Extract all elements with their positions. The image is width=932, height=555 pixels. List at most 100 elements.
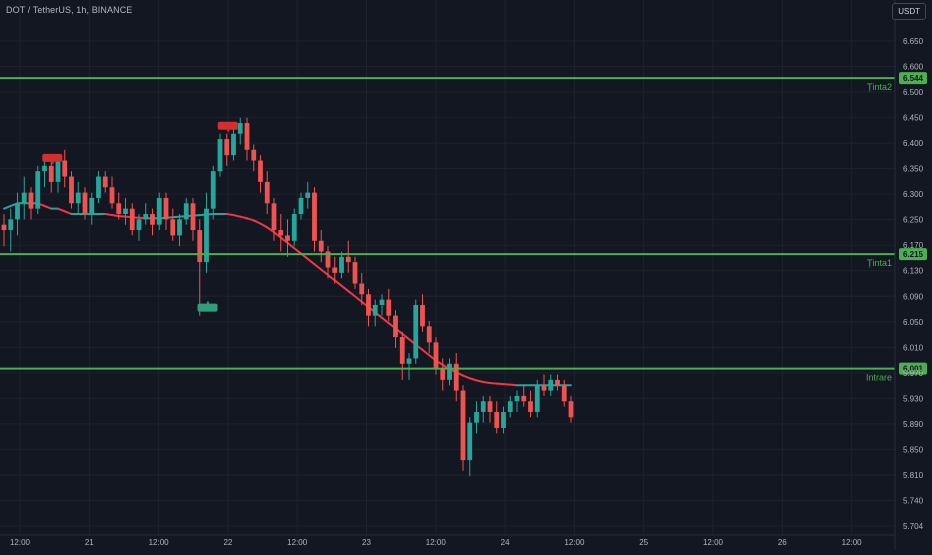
candle[interactable] bbox=[244, 117, 250, 161]
candle[interactable] bbox=[325, 246, 331, 279]
time-tick-label: 12:00 bbox=[703, 538, 724, 547]
candle[interactable] bbox=[420, 294, 425, 332]
candle[interactable] bbox=[183, 197, 189, 225]
candle[interactable] bbox=[1, 214, 7, 247]
candle[interactable] bbox=[528, 390, 533, 418]
candle[interactable] bbox=[271, 197, 277, 241]
candle[interactable] bbox=[82, 187, 88, 220]
candle[interactable] bbox=[177, 214, 182, 247]
candle[interactable] bbox=[163, 192, 169, 231]
candle-body bbox=[69, 176, 74, 204]
candle[interactable] bbox=[514, 390, 520, 412]
candle[interactable] bbox=[62, 149, 68, 188]
candle[interactable] bbox=[69, 171, 74, 209]
candle[interactable] bbox=[312, 187, 317, 252]
candle[interactable] bbox=[480, 395, 486, 423]
candle[interactable] bbox=[258, 155, 263, 193]
candle[interactable] bbox=[494, 401, 500, 434]
candle[interactable] bbox=[426, 321, 432, 354]
candle[interactable] bbox=[305, 181, 311, 209]
candle-body bbox=[420, 304, 425, 327]
candle[interactable] bbox=[501, 406, 506, 434]
candle[interactable] bbox=[561, 379, 567, 407]
candle[interactable] bbox=[548, 374, 554, 396]
level-line-group[interactable]: Ținta1 6.215 bbox=[0, 248, 927, 268]
candle[interactable] bbox=[291, 208, 297, 247]
candle[interactable] bbox=[440, 358, 446, 391]
candle[interactable] bbox=[555, 374, 560, 391]
candle[interactable] bbox=[379, 294, 385, 316]
candle[interactable] bbox=[521, 385, 527, 407]
candle[interactable] bbox=[366, 288, 371, 327]
level-line-group[interactable]: Intrare 6.001 bbox=[0, 362, 927, 383]
time-axis[interactable]: 12:00 21 12:00 22 12:00 23 12:00 24 12:00 25 12:00… bbox=[0, 534, 895, 547]
candle[interactable] bbox=[89, 192, 95, 225]
candle[interactable] bbox=[507, 395, 513, 418]
price-levels[interactable]: Ținta2 6.544 Ținta1 6.215 Intrare 6.001 bbox=[0, 72, 927, 383]
candle[interactable] bbox=[129, 203, 135, 236]
candle[interactable] bbox=[399, 331, 405, 380]
candle[interactable] bbox=[339, 251, 344, 279]
candle[interactable] bbox=[393, 310, 398, 348]
candle[interactable] bbox=[8, 208, 14, 252]
candle[interactable] bbox=[298, 192, 304, 220]
candle[interactable] bbox=[210, 165, 216, 220]
candle[interactable] bbox=[109, 176, 115, 209]
candle-body bbox=[467, 422, 473, 461]
candle[interactable] bbox=[35, 165, 41, 214]
candle[interactable] bbox=[156, 192, 162, 231]
candle[interactable] bbox=[406, 353, 412, 380]
candle[interactable] bbox=[541, 374, 547, 396]
currency-button[interactable]: USDT bbox=[892, 3, 926, 20]
candle[interactable] bbox=[170, 208, 176, 241]
candle[interactable] bbox=[460, 385, 466, 471]
candle-body bbox=[352, 262, 358, 284]
candle[interactable] bbox=[568, 395, 574, 423]
candle[interactable] bbox=[359, 272, 365, 305]
candle[interactable] bbox=[453, 353, 459, 402]
candle[interactable] bbox=[352, 256, 358, 289]
candle[interactable] bbox=[143, 203, 149, 225]
candle[interactable] bbox=[48, 160, 54, 193]
candle[interactable] bbox=[28, 187, 34, 220]
candle[interactable] bbox=[21, 176, 27, 220]
candle[interactable] bbox=[15, 192, 20, 236]
candle[interactable] bbox=[116, 192, 122, 220]
candle[interactable] bbox=[332, 256, 338, 284]
candle[interactable] bbox=[75, 181, 81, 214]
moving-average-segment bbox=[381, 316, 390, 325]
candle[interactable] bbox=[285, 219, 290, 257]
candle[interactable] bbox=[217, 133, 223, 177]
candle[interactable] bbox=[372, 299, 378, 327]
candle[interactable] bbox=[237, 117, 243, 145]
candle[interactable] bbox=[231, 128, 236, 161]
candle[interactable] bbox=[318, 230, 324, 263]
candles[interactable] bbox=[1, 117, 574, 477]
candle[interactable] bbox=[278, 214, 284, 252]
candle[interactable] bbox=[487, 395, 493, 423]
candle[interactable] bbox=[96, 171, 101, 204]
candle[interactable] bbox=[251, 144, 257, 172]
candle[interactable] bbox=[467, 417, 473, 477]
candle[interactable] bbox=[345, 240, 351, 273]
candle[interactable] bbox=[136, 214, 142, 241]
candle[interactable] bbox=[204, 192, 209, 273]
candle[interactable] bbox=[224, 133, 230, 166]
candle[interactable] bbox=[447, 358, 452, 386]
candle[interactable] bbox=[123, 197, 128, 225]
level-line-group[interactable]: Ținta2 6.544 bbox=[0, 72, 927, 92]
candle[interactable] bbox=[102, 171, 108, 193]
moving-average-segment bbox=[347, 290, 356, 298]
candle[interactable] bbox=[150, 208, 155, 236]
price-axis[interactable]: 6.650 6.600 6.500 6.450 6.400 6.350 6.300 6.250… bbox=[894, 0, 924, 550]
candle[interactable] bbox=[190, 197, 196, 241]
candle[interactable] bbox=[264, 171, 270, 214]
candle[interactable] bbox=[534, 379, 540, 418]
candle[interactable] bbox=[197, 219, 203, 316]
candle[interactable] bbox=[474, 401, 479, 434]
candle[interactable] bbox=[413, 299, 419, 364]
candle[interactable] bbox=[386, 288, 392, 321]
moving-average-segment bbox=[266, 226, 275, 234]
